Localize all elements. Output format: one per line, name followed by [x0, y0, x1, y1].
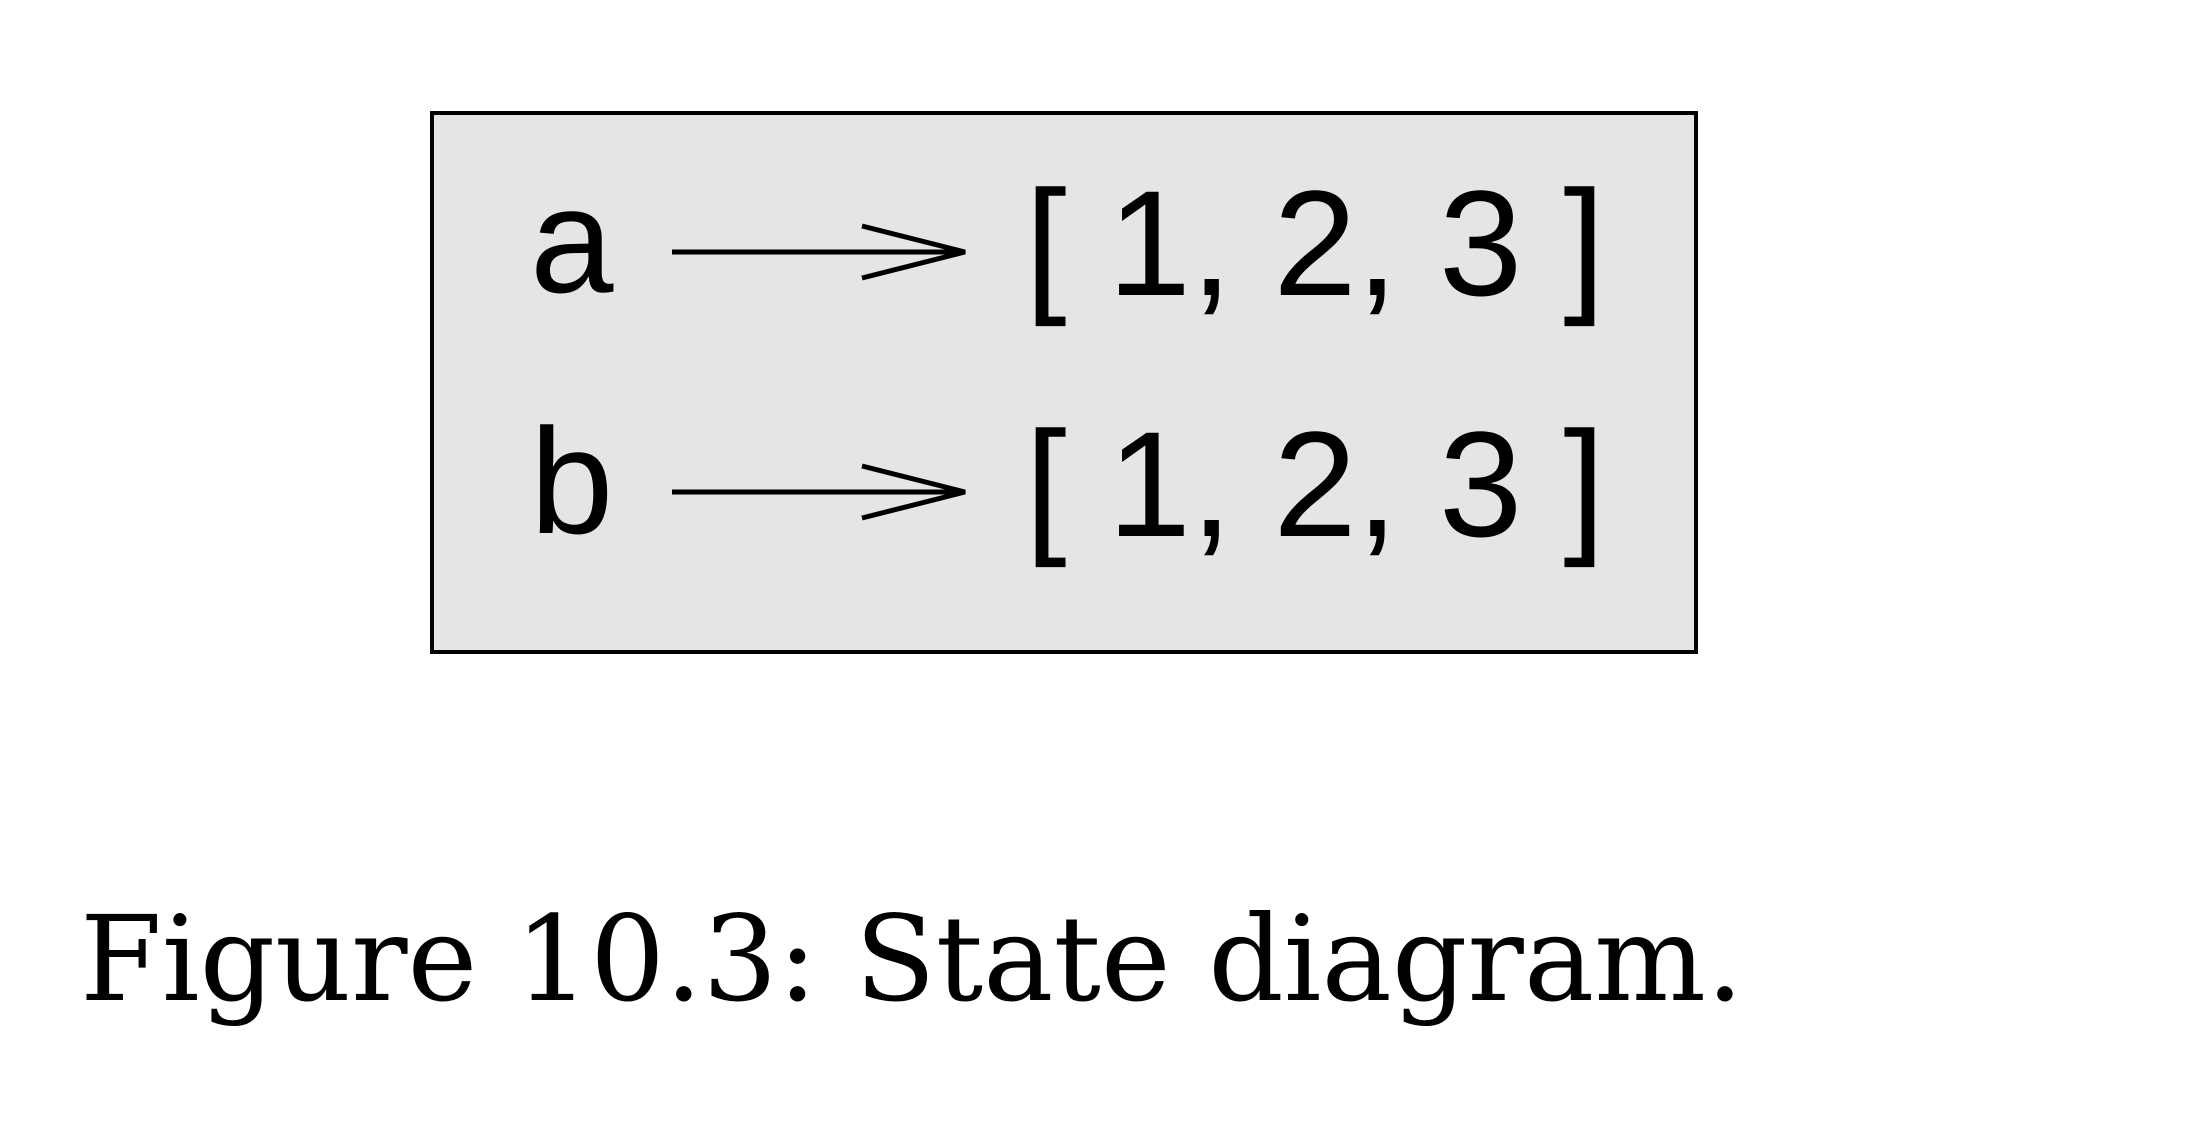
- variable-a-label: a: [530, 156, 614, 324]
- figure-caption: Figure 10.3: State diagram.: [80, 890, 1744, 1028]
- variable-b-label: b: [530, 397, 613, 565]
- arrow-a-icon: [672, 223, 966, 281]
- state-frame: [430, 111, 1698, 654]
- state-diagram: a [ 1, 2, 3 ] b [ 1, 2, 3 ]: [530, 156, 1605, 568]
- state-row-a: a [ 1, 2, 3 ]: [530, 156, 1605, 327]
- list-a-value: [ 1, 2, 3 ]: [1025, 159, 1605, 327]
- arrow-b-icon: [672, 463, 966, 521]
- state-row-b: b [ 1, 2, 3 ]: [530, 397, 1605, 568]
- list-b-value: [ 1, 2, 3 ]: [1025, 400, 1605, 568]
